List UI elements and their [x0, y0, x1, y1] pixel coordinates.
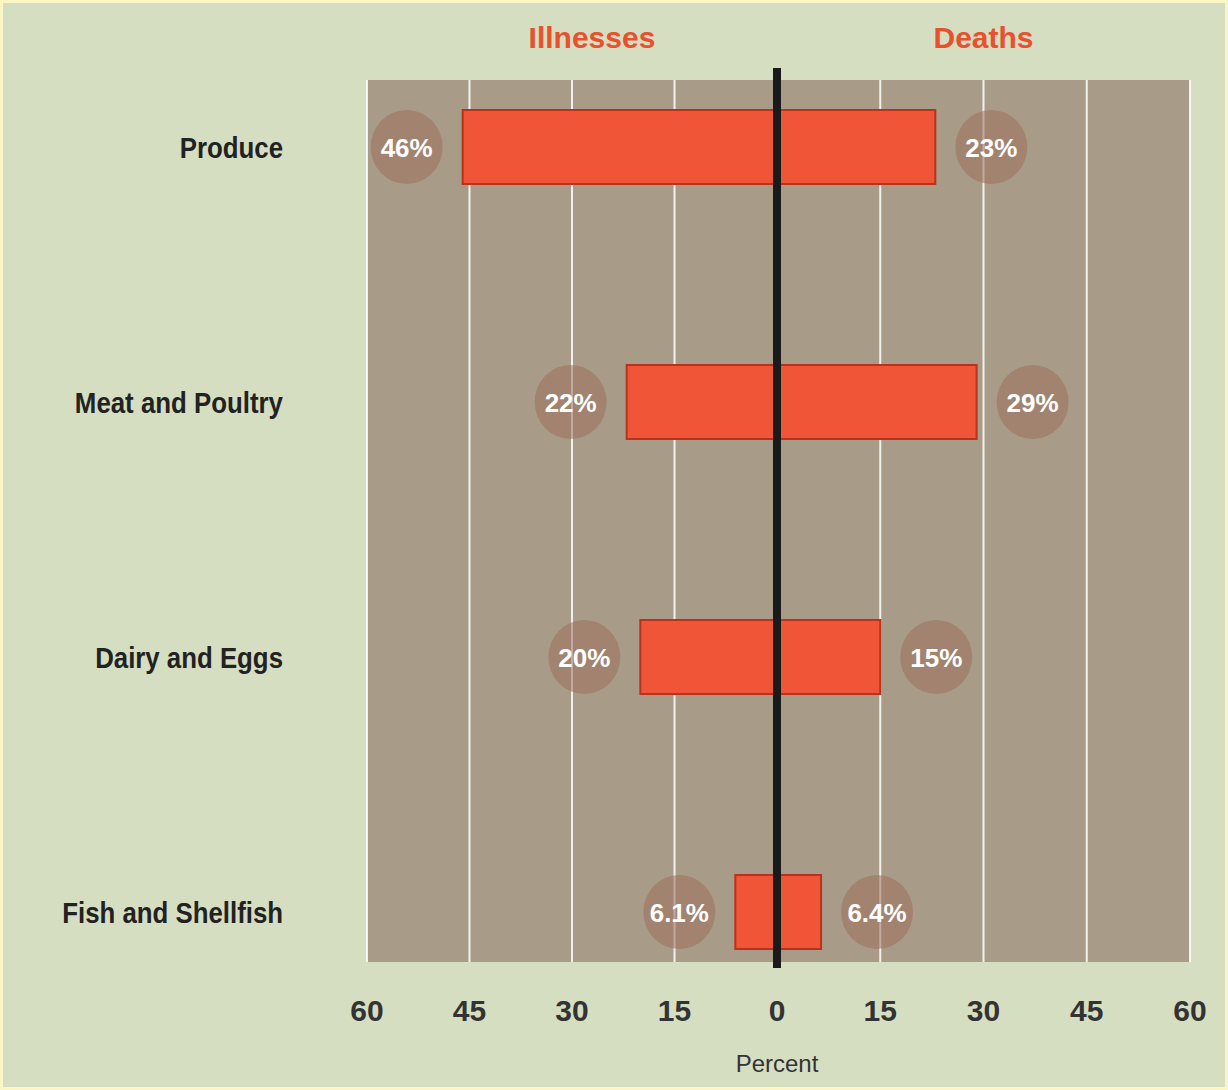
plot-area: [367, 80, 777, 962]
axis-title: Percent: [736, 1050, 819, 1077]
tick-label: 15: [864, 994, 897, 1027]
grid-line: [983, 80, 985, 962]
background: [3, 3, 1225, 1087]
grid-line: [1189, 80, 1191, 962]
label-badge: [955, 110, 1027, 184]
bar: [777, 110, 935, 184]
category-label: Produce: [180, 131, 283, 164]
grid-line: [469, 80, 471, 962]
data-label: 23%: [965, 133, 1017, 163]
data-label: 15%: [910, 643, 962, 673]
grid-line: [571, 80, 573, 962]
label-badge: [548, 620, 620, 694]
chart: 60 45 30 15 0 Illnesses 46% 22% 20% 6.1% Produce Me…: [0, 0, 1228, 1090]
tick-label: 0: [769, 994, 786, 1027]
data-label: 20%: [558, 643, 610, 673]
grid-line: [366, 80, 368, 962]
bar: [777, 875, 821, 949]
label-badge: [997, 365, 1069, 439]
bar: [777, 365, 977, 439]
chart-wrap: 60 45 30 15 0 Illnesses 46% 22% 20% 6.1% Produce Me…: [0, 0, 1228, 1090]
category-label: Meat and Poultry: [75, 386, 283, 419]
bar: [463, 110, 777, 184]
bar: [627, 365, 777, 439]
tick-label: 30: [555, 994, 588, 1027]
panel-title: Illnesses: [529, 21, 656, 54]
bar: [777, 620, 880, 694]
label-badge: [900, 620, 972, 694]
tick-label: 60: [350, 994, 383, 1027]
data-labels: 23% 29% 15% 6.4%: [841, 110, 1069, 949]
data-label: 46%: [381, 133, 433, 163]
plot-area: [777, 80, 1190, 962]
zero-line: [773, 68, 781, 968]
tick-label: 60: [1173, 994, 1206, 1027]
category-label: Fish and Shellfish: [62, 896, 283, 929]
data-label: 6.4%: [847, 898, 906, 928]
category-label: Dairy and Eggs: [95, 641, 283, 674]
bar: [640, 620, 777, 694]
grid-line: [879, 80, 881, 962]
bar: [735, 875, 777, 949]
tick-label: 15: [658, 994, 691, 1027]
grid-line: [1086, 80, 1088, 962]
panel-title: Deaths: [933, 21, 1033, 54]
label-badge: [371, 110, 443, 184]
label-badge: [643, 875, 715, 949]
tick-label: 45: [453, 994, 486, 1027]
data-label: 6.1%: [650, 898, 709, 928]
bars: [777, 110, 977, 949]
data-label: 29%: [1007, 388, 1059, 418]
tick-label: 30: [967, 994, 1000, 1027]
bars: [463, 110, 777, 949]
grid-line: [674, 80, 676, 962]
data-label: 22%: [545, 388, 597, 418]
label-badge: [535, 365, 607, 439]
label-badge: [841, 875, 913, 949]
tick-label: 45: [1070, 994, 1103, 1027]
data-labels: 46% 22% 20% 6.1%: [371, 110, 716, 949]
